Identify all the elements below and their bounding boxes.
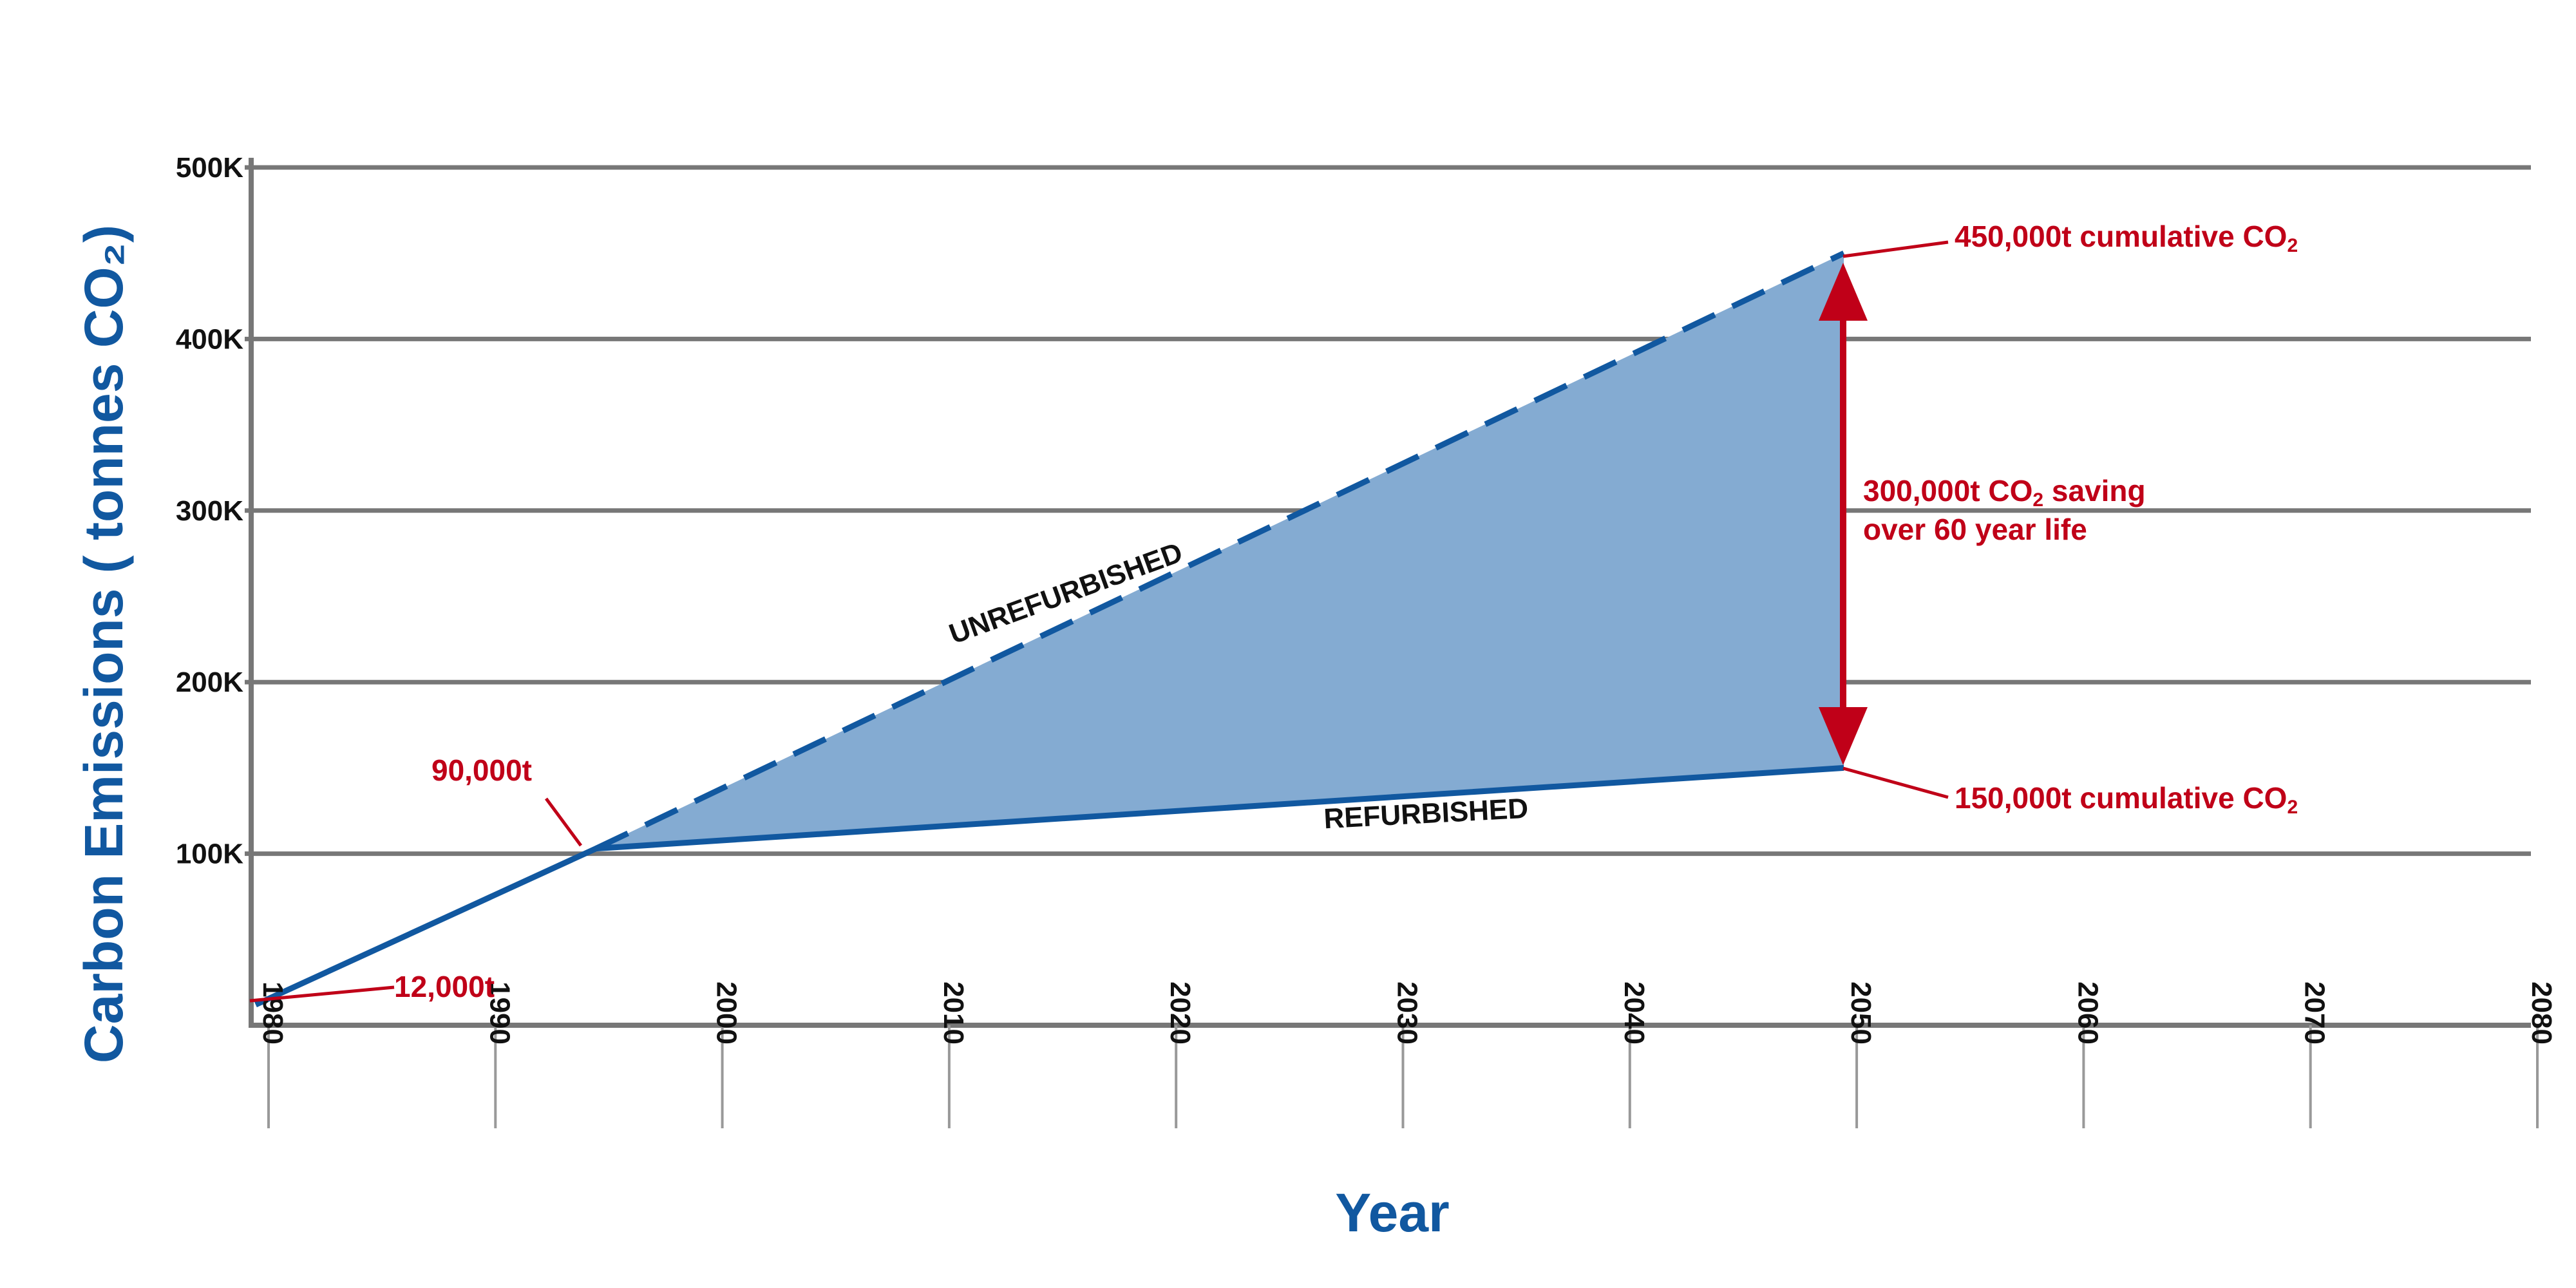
x-axis-title: Year [1335,1182,1450,1243]
x-tick-label-0: 1980 [257,981,289,1045]
top-value-label: 450,000t cumulative CO2 [1955,220,2298,256]
top-leader-line [1842,240,1949,258]
y-tick-label-4: 500K [176,152,243,184]
bottom-value-label: 150,000t cumulative CO2 [1955,781,2298,818]
y-tick-label-2: 300K [176,495,243,527]
series-lines [254,251,1846,1008]
x-tick-label-1: 1990 [484,981,515,1045]
saving-arrow-head-down [1819,707,1868,765]
y-axis-title: Carbon Emissions ( tonnes CO₂) [73,225,134,1063]
x-tick-label-9: 2070 [2299,981,2331,1045]
start-leader-line [249,985,395,1003]
y-tick-label-3: 400K [176,323,243,355]
y-tick-labels: 100K 200K 300K 400K 500K [176,152,243,870]
saving-label-line2: over 60 year life [1863,513,2087,546]
axes [249,158,2539,1128]
annotations: 12,000t 90,000t 450,000t cumulative CO2 … [249,220,2298,1003]
series-line-unrefurbished [594,251,1846,851]
x-tick-label-4: 2020 [1164,981,1196,1045]
x-tick-label-3: 2010 [938,981,969,1045]
branch-leader-line [544,797,583,847]
x-tick-labels: 1980 1990 2000 2010 2020 2030 2040 2050 2060 2070… [257,981,2557,1045]
y-tick-label-1: 200K [176,667,243,698]
y-tick-label-0: 100K [176,838,243,870]
start-value-label: 12,000t [394,970,495,1003]
branch-value-label: 90,000t [431,753,532,787]
x-tick-label-2: 2000 [711,981,743,1045]
x-tick-label-5: 2030 [1392,981,1423,1045]
x-tick-label-7: 2050 [1845,981,1877,1045]
saving-arrow-head-up [1819,263,1868,321]
x-tick-label-8: 2060 [2072,981,2103,1045]
x-tick-label-10: 2080 [2526,981,2557,1045]
x-tick-label-6: 2040 [1618,981,1650,1045]
bottom-leader-line [1842,766,1949,799]
saving-label-line1: 300,000t CO2 saving [1863,474,2146,511]
